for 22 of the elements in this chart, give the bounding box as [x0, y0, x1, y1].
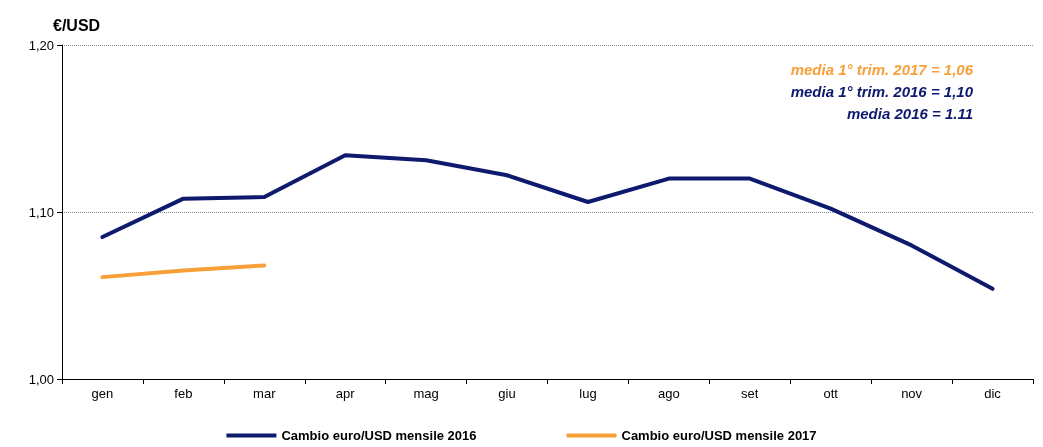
x-tick-label: mag	[413, 386, 439, 401]
x-tick-label: lug	[579, 386, 597, 401]
x-tick-label: apr	[335, 386, 356, 401]
line-series	[100, 153, 995, 291]
y-tick-label: 1,00	[28, 371, 54, 387]
x-tick-label: ott	[823, 386, 839, 401]
legend-label: Cambio euro/USD mensile 2017	[621, 428, 817, 443]
x-tick-label: nov	[901, 386, 923, 401]
legend-label: Cambio euro/USD mensile 2016	[281, 428, 477, 443]
x-tick-label: set	[741, 386, 759, 401]
annotation: media 2016 = 1.11	[846, 105, 974, 122]
x-tick-label: mar	[253, 386, 277, 401]
chart-title: €/USD	[53, 16, 101, 34]
x-tick-label: ago	[658, 386, 680, 401]
y-tick-label: 1,20	[28, 37, 54, 53]
annotation: media 1° trim. 2017 = 1,06	[790, 61, 974, 78]
x-tick-label: giu	[498, 386, 516, 401]
y-tick-label: 1,10	[28, 204, 54, 220]
x-tick-label: feb	[174, 386, 193, 401]
x-tick-label: dic	[984, 386, 1002, 401]
annotation: media 1° trim. 2016 = 1,10	[790, 83, 974, 100]
x-tick-label: gen	[91, 386, 114, 401]
